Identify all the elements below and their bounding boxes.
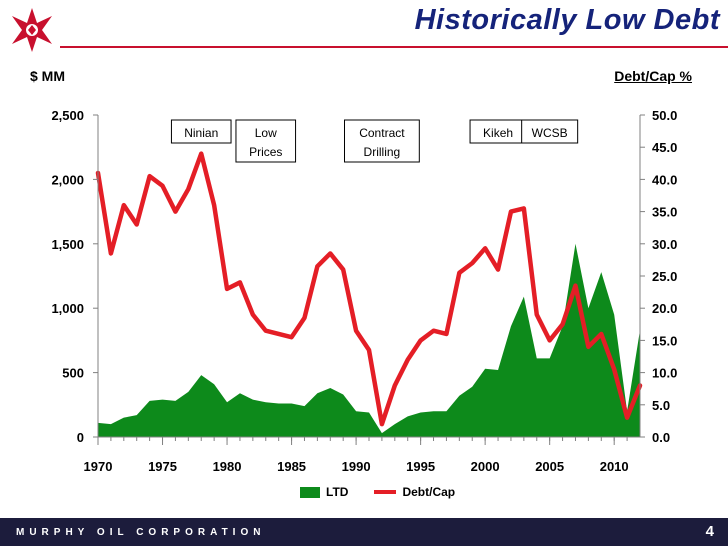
debtcap-line [95,151,643,427]
annotation-box [235,119,297,163]
right-tick-label: 5.0 [652,398,670,413]
legend-swatch-debtcap [374,490,397,494]
left-tick-label: 0 [77,430,84,445]
left-tick-label: 1,000 [51,301,84,316]
right-axis-label: Debt/Cap % [614,68,692,84]
right-tick-label: 25.0 [652,269,677,284]
annotation-label: WCSB [532,126,568,140]
x-tick-label: 1970 [84,459,113,474]
right-tick-label: 10.0 [652,366,677,381]
left-tick-label: 2,500 [51,108,84,123]
annotation-box [344,119,420,163]
x-tick-label: 1985 [277,459,306,474]
right-tick-label: 15.0 [652,333,677,348]
legend-swatch-ltd [300,486,320,498]
right-tick-label: 50.0 [652,108,677,123]
x-tick-label: 1995 [406,459,435,474]
x-tick-label: 1975 [148,459,177,474]
annotation-label: Prices [249,145,282,159]
x-tick-label: 2010 [600,459,629,474]
annotation-box [521,119,579,144]
x-tick-label: 1980 [213,459,242,474]
footer-bar: MURPHY OIL CORPORATION 4 [0,518,728,546]
left-tick-label: 2,000 [51,172,84,187]
page-title: Historically Low Debt [414,4,720,36]
chart-legend: LTD Debt/Cap [300,485,455,499]
annotation-box [170,119,232,144]
left-axis-label: $ MM [30,68,65,84]
left-tick-label: 500 [62,366,84,381]
x-tick-label: 1990 [342,459,371,474]
left-tick-label: 1,500 [51,237,84,252]
murphy-logo-icon [12,8,52,52]
annotation-label: Drilling [364,145,401,159]
title-divider [60,46,728,48]
right-tick-label: 35.0 [652,205,677,220]
ltd-area [98,243,640,437]
page-number: 4 [705,523,714,540]
annotation-label: Contract [359,126,405,140]
annotation-label: Ninian [184,126,218,140]
annotation-label: Kikeh [483,126,513,140]
right-tick-label: 0.0 [652,430,670,445]
x-tick-label: 2005 [535,459,564,474]
right-tick-label: 45.0 [652,140,677,155]
right-tick-label: 30.0 [652,237,677,252]
footer-company-name: MURPHY OIL CORPORATION [16,527,266,538]
right-tick-label: 40.0 [652,172,677,187]
annotation-label: Low [255,126,277,140]
x-tick-label: 2000 [471,459,500,474]
legend-label-ltd: LTD [326,485,349,499]
legend-label-debtcap: Debt/Cap [402,485,456,499]
right-tick-label: 20.0 [652,301,677,316]
